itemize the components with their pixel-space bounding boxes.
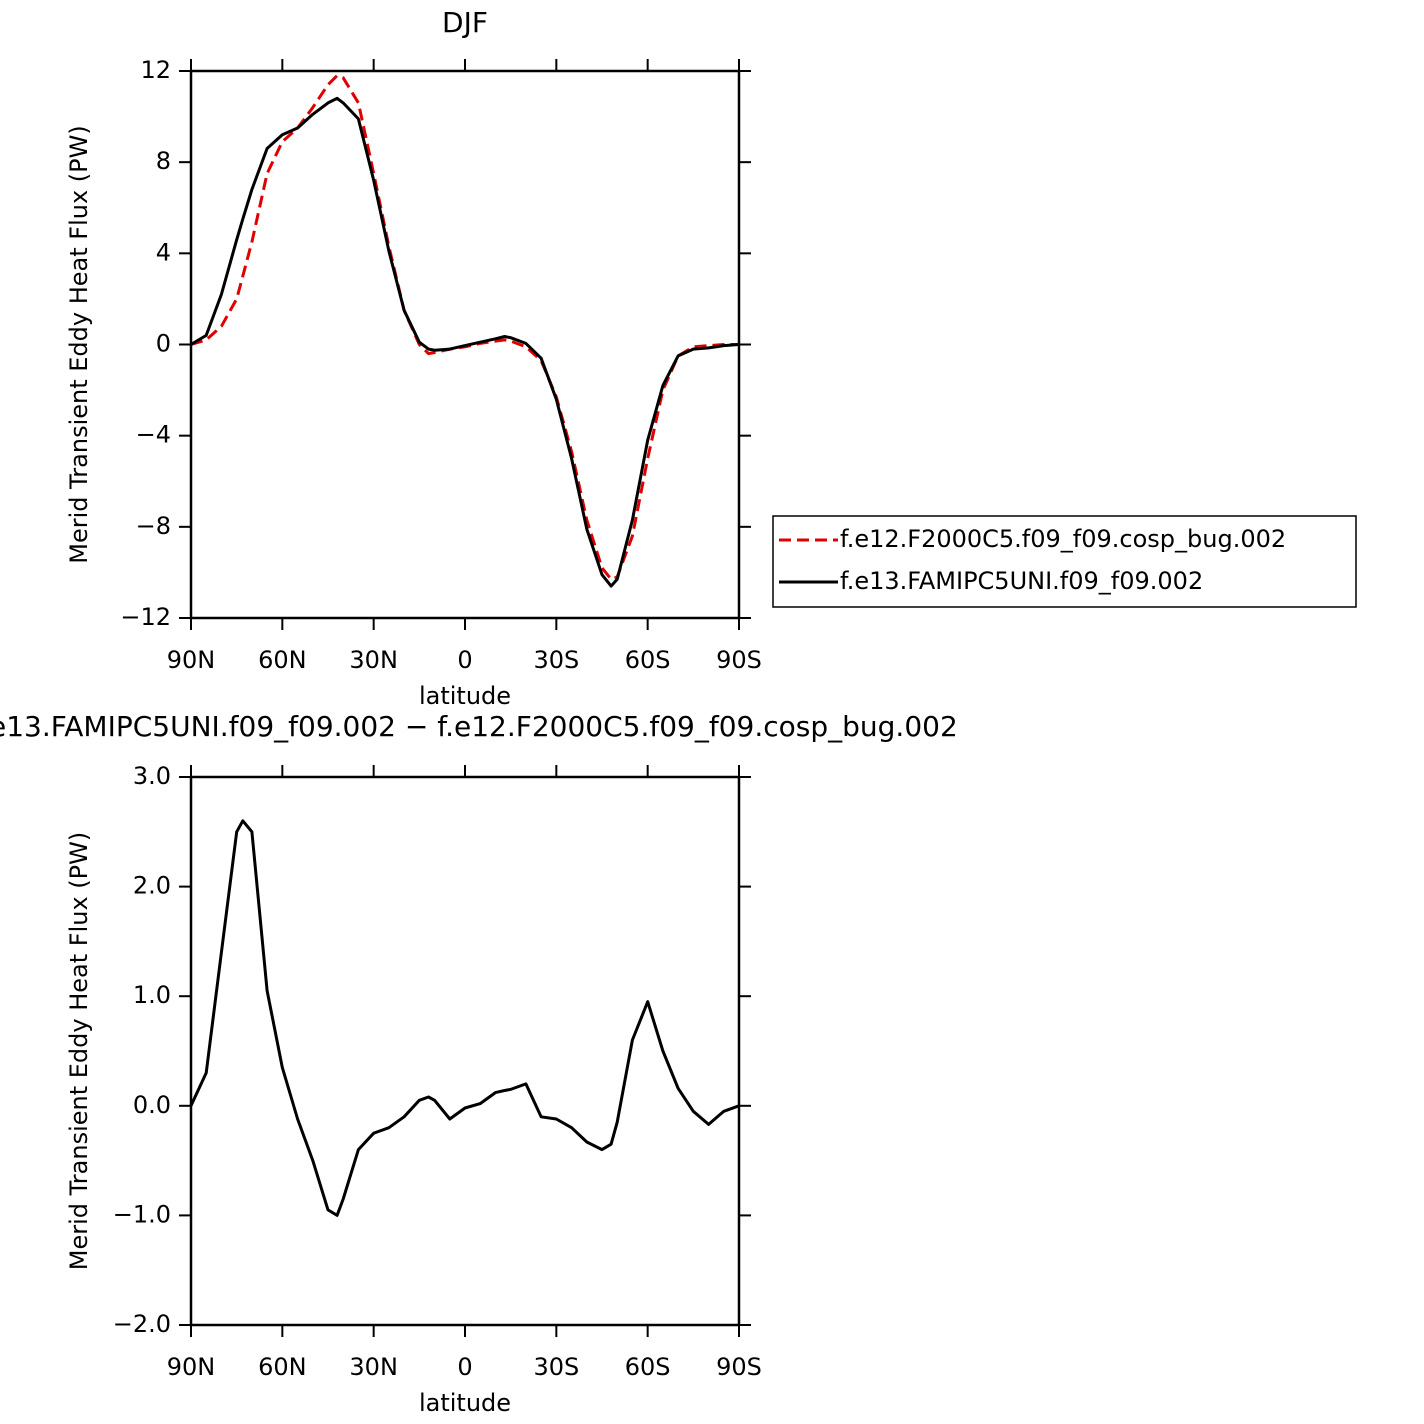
x-tick-label: 30N xyxy=(349,646,398,674)
x-axis-label: latitude xyxy=(419,682,511,710)
chart-title: f.e13.FAMIPC5UNI.f09_f09.002 − f.e12.F20… xyxy=(0,710,958,743)
y-tick-label: 8 xyxy=(156,147,171,175)
y-tick-label: −2.0 xyxy=(113,1310,171,1338)
legend-box xyxy=(772,515,1357,608)
x-tick-label: 30N xyxy=(349,1353,398,1381)
y-tick-label: −4 xyxy=(136,421,171,449)
data-line xyxy=(190,96,740,588)
x-tick-label: 0 xyxy=(457,1353,472,1381)
y-axis-label: Merid Transient Eddy Heat Flux (PW) xyxy=(65,832,93,1270)
y-axis-label: Merid Transient Eddy Heat Flux (PW) xyxy=(65,125,93,563)
y-tick-label: 2.0 xyxy=(133,872,171,900)
x-tick-label: 90N xyxy=(167,1353,216,1381)
data-line xyxy=(190,74,739,581)
chart-title: DJF xyxy=(442,6,488,39)
x-tick-label: 60S xyxy=(625,1353,671,1381)
y-tick-label: −1.0 xyxy=(113,1200,171,1228)
x-tick-label: 60N xyxy=(258,1353,307,1381)
legend-label: f.e13.FAMIPC5UNI.f09_f09.002 xyxy=(840,567,1203,595)
y-tick-label: 1.0 xyxy=(133,981,171,1009)
y-tick-label: 3.0 xyxy=(133,762,171,790)
x-axis-label: latitude xyxy=(419,1389,511,1417)
x-tick-label: 0 xyxy=(457,646,472,674)
plot-frame xyxy=(189,775,741,1327)
x-tick-label: 30S xyxy=(533,646,579,674)
y-tick-label: 0 xyxy=(156,330,171,358)
x-tick-label: 60S xyxy=(625,646,671,674)
x-tick-label: 30S xyxy=(533,1353,579,1381)
y-tick-label: −8 xyxy=(136,512,171,540)
x-tick-label: 90S xyxy=(716,1353,762,1381)
y-tick-label: 0.0 xyxy=(133,1091,171,1119)
x-tick-label: 90S xyxy=(716,646,762,674)
x-tick-label: 90N xyxy=(167,646,216,674)
y-tick-label: −12 xyxy=(120,603,171,631)
x-tick-label: 60N xyxy=(258,646,307,674)
y-tick-label: 12 xyxy=(140,56,171,84)
y-tick-label: 4 xyxy=(156,238,171,266)
data-line xyxy=(189,819,740,1217)
legend-label: f.e12.F2000C5.f09_f09.cosp_bug.002 xyxy=(840,525,1286,553)
